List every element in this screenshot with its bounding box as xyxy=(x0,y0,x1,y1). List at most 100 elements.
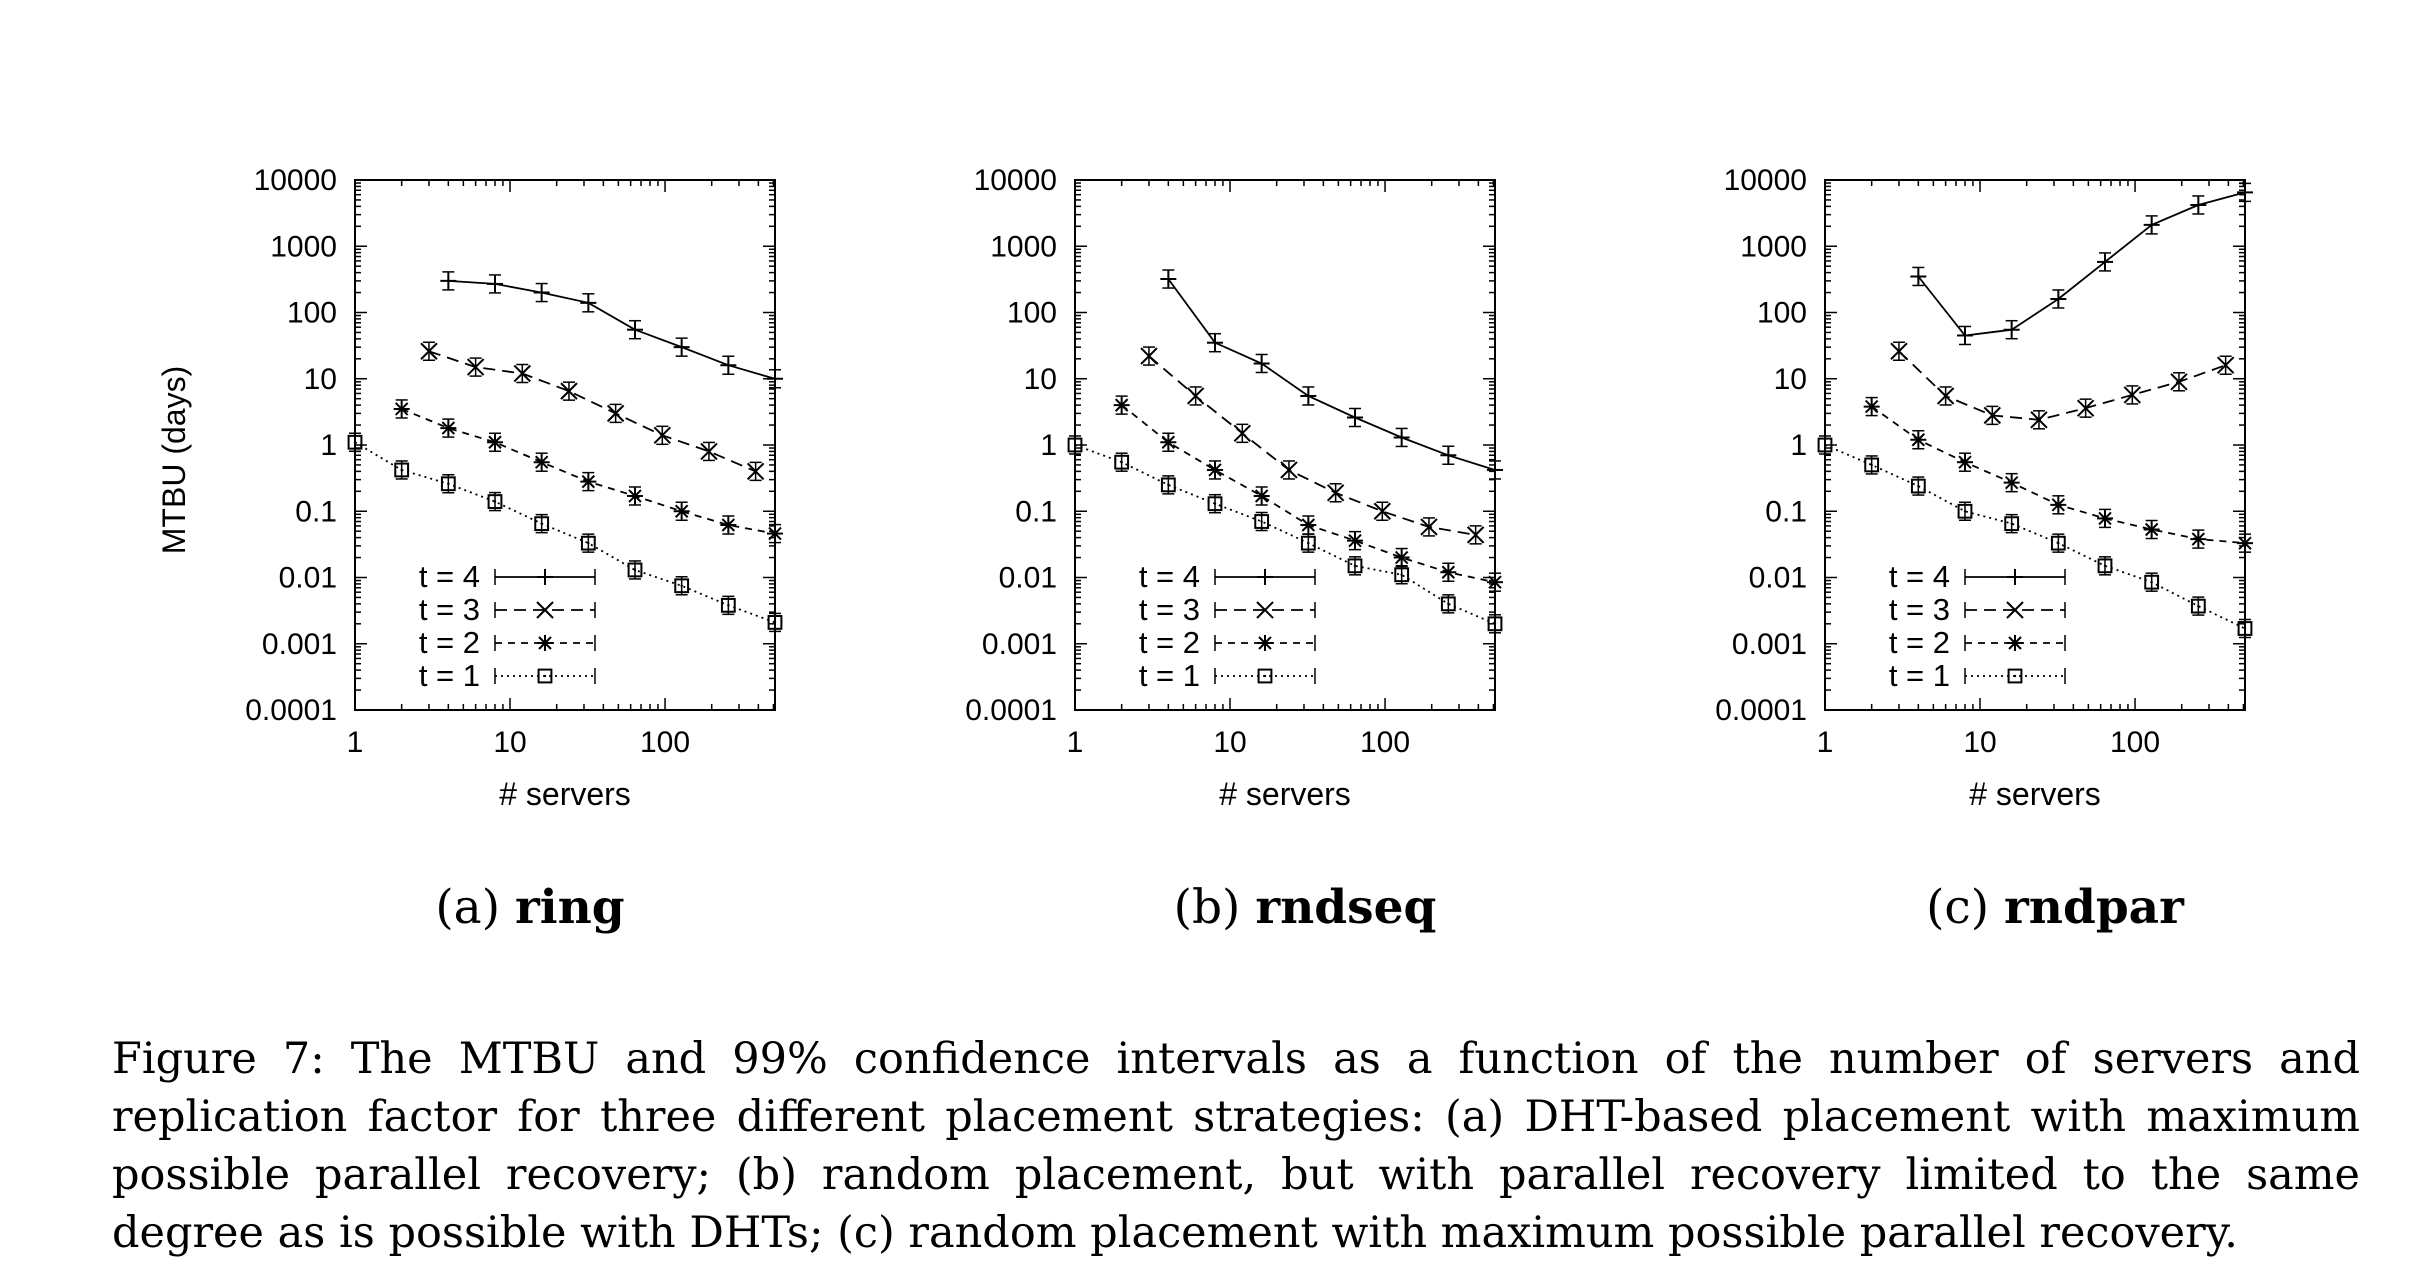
legend-label: t = 3 xyxy=(1889,592,1950,627)
data-point xyxy=(393,399,410,419)
legend-item: t = 4 xyxy=(419,559,596,594)
data-point xyxy=(1347,556,1363,576)
series-line xyxy=(1121,404,1496,584)
y-tick-label: 10 xyxy=(304,363,337,396)
data-point xyxy=(1487,460,1503,480)
data-point xyxy=(1280,460,1298,480)
data-point xyxy=(534,513,550,534)
data-point xyxy=(1347,407,1363,428)
series-star xyxy=(393,399,783,544)
data-point xyxy=(700,441,718,462)
data-point xyxy=(1890,341,1908,362)
data-point xyxy=(1300,515,1317,535)
data-point xyxy=(1393,547,1410,568)
data-point xyxy=(2190,529,2207,549)
subcaption-name: rndpar xyxy=(2004,880,2184,935)
data-point xyxy=(1207,460,1223,480)
chart-panel-rndseq: 0.0001 0.001 0.01 0.1 1 10 100 1000 10000 1 10 100 #… xyxy=(870,140,1670,840)
legend-label: t = 2 xyxy=(1139,625,1200,660)
subcaption-prefix: (b) xyxy=(1173,880,1256,935)
y-tick-label: 1 xyxy=(320,429,337,462)
subcaption-c: (c) rndpar xyxy=(1655,880,2436,935)
data-point xyxy=(1957,325,1973,346)
data-point xyxy=(2003,472,2020,493)
legend-item: t = 1 xyxy=(419,658,596,693)
data-point xyxy=(1863,396,1880,417)
legend-label: t = 1 xyxy=(1139,658,1200,693)
data-point xyxy=(1207,493,1223,514)
chart-svg: 0.0001 0.001 0.01 0.1 1 10 100 1000 10000 1 10 100 #… xyxy=(965,164,1503,812)
data-point xyxy=(2003,319,2020,340)
data-point xyxy=(627,560,643,580)
data-point xyxy=(1160,475,1176,495)
y-tick-label: 0.01 xyxy=(999,562,1057,595)
data-point xyxy=(533,282,550,303)
x-tick-label: 10 xyxy=(1963,726,1996,759)
x-tick-label: 100 xyxy=(1360,726,1410,759)
series-square xyxy=(1817,435,2253,639)
data-point xyxy=(767,523,783,544)
data-point xyxy=(746,461,765,482)
legend: t = 4t = 3t = 2t = 1 xyxy=(1889,559,2066,693)
x-tick-labels: 1 10 100 xyxy=(1067,726,1410,759)
data-point xyxy=(1420,517,1438,537)
x-tick-label: 100 xyxy=(2110,726,2160,759)
series-x xyxy=(1140,346,1485,545)
data-point xyxy=(513,363,532,384)
y-tick-labels: 0.0001 0.001 0.01 0.1 1 10 100 1000 10000 xyxy=(965,164,1057,727)
y-tick-label: 0.1 xyxy=(1015,495,1057,528)
data-point xyxy=(1300,386,1317,406)
data-point xyxy=(1487,614,1503,634)
data-point xyxy=(720,355,737,375)
data-point xyxy=(2123,385,2142,405)
y-tick-label: 1 xyxy=(1790,429,1807,462)
data-point xyxy=(720,595,736,616)
data-point xyxy=(2144,572,2160,592)
data-point xyxy=(2004,513,2020,534)
y-tick-label: 0.1 xyxy=(295,495,337,528)
data-point xyxy=(2190,596,2206,616)
series-line xyxy=(428,350,756,473)
data-point xyxy=(1394,565,1410,585)
data-point xyxy=(394,460,410,480)
y-tick-label: 0.001 xyxy=(982,628,1057,661)
data-point xyxy=(1910,476,1926,496)
legend-item: t = 1 xyxy=(1889,658,2066,693)
x-axis-title: # servers xyxy=(499,776,631,812)
data-point xyxy=(2050,495,2067,515)
y-tick-label: 1 xyxy=(1040,429,1057,462)
data-point xyxy=(347,432,363,453)
legend-item: t = 4 xyxy=(1139,559,1316,594)
legend-label: t = 3 xyxy=(419,592,480,627)
x-tick-labels: 1 10 100 xyxy=(1817,726,2160,759)
y-tick-label: 100 xyxy=(1007,297,1057,330)
y-tick-label: 0.001 xyxy=(1732,628,1807,661)
data-point xyxy=(2170,372,2188,392)
series-star xyxy=(1863,396,2253,553)
data-point xyxy=(1067,435,1083,455)
data-point xyxy=(1160,269,1177,289)
data-point xyxy=(1487,572,1503,592)
y-tick-label: 10 xyxy=(1774,363,1807,396)
data-point xyxy=(1983,405,2002,426)
data-point xyxy=(1957,452,1973,472)
series-square xyxy=(347,432,783,633)
series-x xyxy=(1890,341,2235,430)
y-tick-labels: 0.0001 0.001 0.01 0.1 1 10 100 1000 10000 xyxy=(245,164,337,727)
data-point xyxy=(1440,594,1456,614)
y-tick-label: 0.01 xyxy=(1749,562,1807,595)
data-point xyxy=(1114,452,1130,472)
x-tick-label: 10 xyxy=(1213,726,1246,759)
data-point xyxy=(440,474,456,494)
y-tick-labels: 0.0001 0.001 0.01 0.1 1 10 100 1000 10000 xyxy=(1715,164,1807,727)
data-point xyxy=(1373,501,1392,521)
data-point xyxy=(1140,346,1158,366)
data-point xyxy=(1817,435,1833,455)
y-tick-label: 10000 xyxy=(1724,164,1807,197)
series-plus xyxy=(440,271,783,389)
data-point xyxy=(2076,398,2095,418)
data-point xyxy=(1347,530,1363,551)
data-point xyxy=(2237,618,2253,639)
data-point xyxy=(466,357,485,377)
chart-panel-rndpar: 0.0001 0.001 0.01 0.1 1 10 100 1000 10000 1 10 100 #… xyxy=(1620,140,2420,840)
